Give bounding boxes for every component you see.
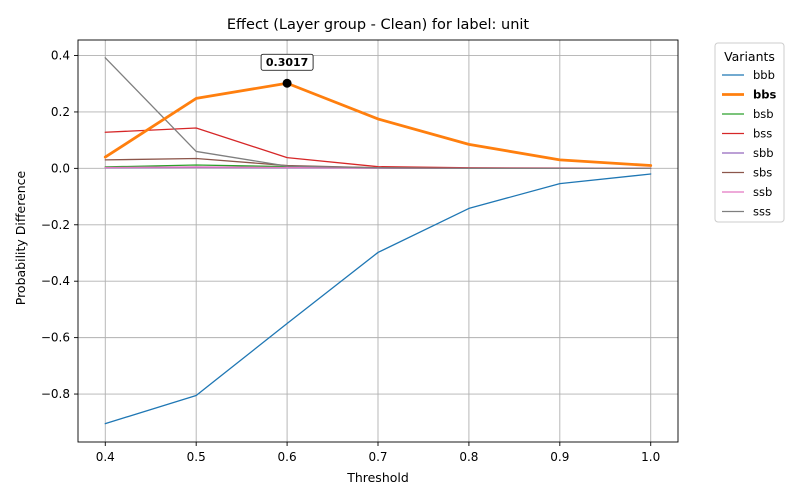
legend-label-sss: sss [753,205,771,219]
x-tick-label: 0.9 [550,450,569,464]
y-tick-label: −0.6 [41,331,70,345]
x-tick-label: 1.0 [641,450,660,464]
series-lines [103,57,653,425]
x-tick-label: 0.7 [368,450,387,464]
annotation-label: 0.3017 [266,56,308,69]
y-axis-label: Probability Difference [13,170,28,305]
x-tick-label: 0.8 [459,450,478,464]
annotation-box [260,53,314,71]
legend-label-bbs: bbs [753,88,776,102]
series-line-bbs [103,81,653,167]
y-tick-label: 0.4 [51,49,70,63]
y-tick-label: −0.8 [41,387,70,401]
x-tick-label: 0.4 [96,450,115,464]
axis-ticks: 0.4 0.5 0.6 0.7 0.8 0.9 1.0 0.4 0.2 0.0 −0.2 −0.4 −0… [41,49,660,464]
x-axis-label: Threshold [346,470,409,485]
legend-label-bss: bss [753,127,772,141]
x-tick-label: 0.5 [187,450,206,464]
legend-label-bbb: bbb [753,68,775,82]
series-line-sss [104,57,652,170]
legend-box [714,42,785,223]
legend-label-ssb: ssb [753,185,772,199]
legend-title: Variants [724,49,775,64]
legend-label-sbb: sbb [753,146,774,160]
y-tick-label: 0.0 [51,161,70,175]
annotation-marker [282,78,292,88]
legend: Variants bbb bbs bsb bss sbb sbs ssb sss [714,42,785,223]
series-line-bbb [104,173,652,425]
y-tick-label: −0.2 [41,218,70,232]
annotation: 0.3017 [260,53,314,88]
x-tick-label: 0.6 [278,450,297,464]
chart-title: Effect (Layer group - Clean) for label: … [227,17,530,33]
y-tick-label: 0.2 [51,105,70,119]
grid-lines [78,40,678,442]
legend-label-sbs: sbs [753,166,772,180]
legend-label-bsb: bsb [753,107,774,121]
y-tick-label: −0.4 [41,274,70,288]
